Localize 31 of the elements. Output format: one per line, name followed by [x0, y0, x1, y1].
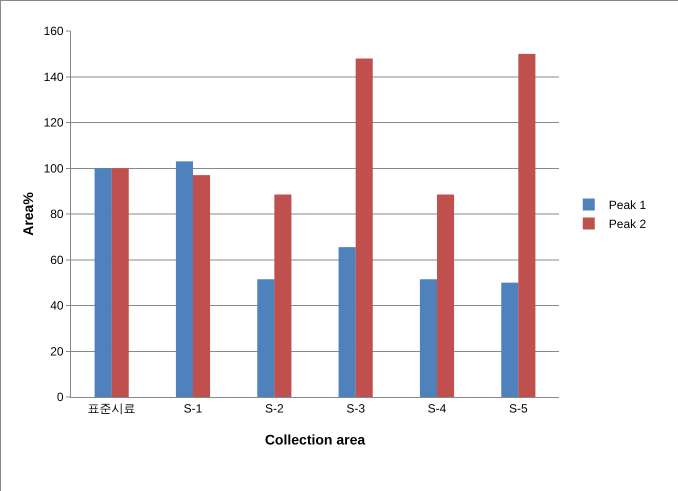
y-tick-label: 40	[50, 298, 64, 313]
bar	[338, 247, 356, 397]
x-tick-label: S-3	[346, 401, 366, 416]
bar	[501, 282, 518, 397]
x-tick-label: S-4	[428, 401, 447, 416]
legend-label: Peak 2	[608, 217, 646, 232]
bar	[518, 54, 536, 397]
y-axis-title: Area%	[20, 192, 36, 236]
x-tick-label: S-1	[184, 401, 203, 416]
bar	[94, 168, 112, 397]
legend-label: Peak 1	[608, 198, 646, 212]
bar	[356, 58, 373, 397]
bar	[176, 161, 193, 397]
y-tick-label: 0	[56, 390, 64, 404]
x-tick-label: 표준시료	[88, 401, 136, 416]
bar	[112, 168, 129, 397]
x-tick-label: S-5	[508, 401, 528, 416]
y-tick-label: 160	[44, 24, 64, 38]
y-tick-label: 20	[50, 344, 64, 358]
x-tick-label: S-2	[264, 401, 284, 416]
bar	[274, 194, 292, 397]
bar	[257, 279, 274, 397]
bar	[420, 279, 437, 397]
y-tick-label: 100	[44, 161, 64, 176]
bar	[437, 194, 454, 397]
bar	[193, 175, 210, 397]
y-tick-label: 120	[44, 116, 64, 130]
x-axis-title: Collection area	[264, 432, 366, 448]
y-tick-label: 60	[50, 252, 64, 267]
y-tick-label: 80	[50, 207, 64, 222]
y-tick-label: 140	[44, 70, 64, 84]
